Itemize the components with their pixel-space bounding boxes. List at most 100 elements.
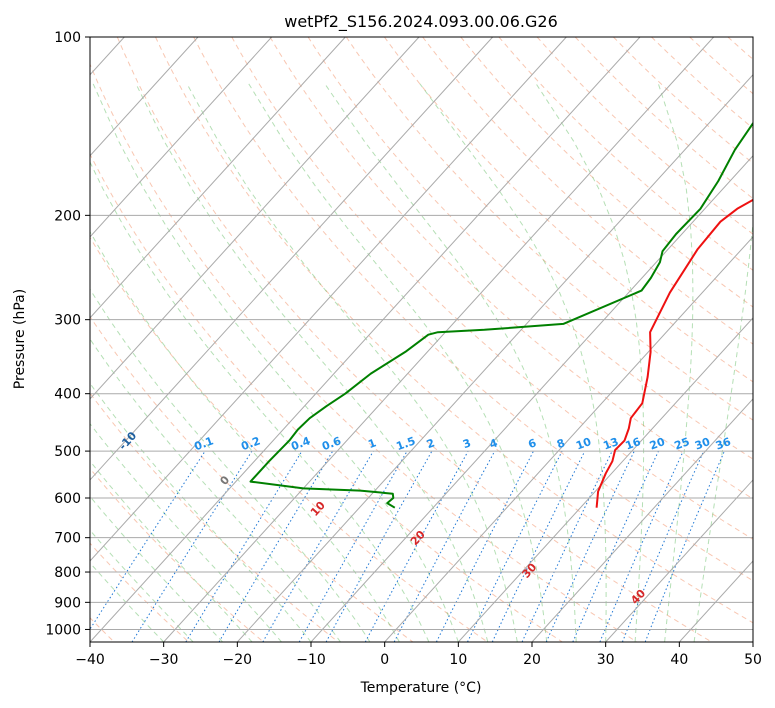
mixing-ratio-lines <box>90 450 725 642</box>
mixing-ratio-label: 6 <box>527 436 539 451</box>
x-tick-label: −30 <box>149 652 179 668</box>
moist-adiabat-line <box>90 230 400 642</box>
dry-adiabat-line <box>90 62 638 642</box>
dry-adiabat-line <box>613 37 753 164</box>
y-tick-label: 300 <box>54 313 81 329</box>
moist-adiabat-line <box>90 460 253 642</box>
temperature-profile-line <box>595 198 753 508</box>
mixing-ratio-label: 25 <box>673 435 692 452</box>
mixing-ratio-label: 0.1 <box>192 434 215 453</box>
isotherm-line <box>90 37 641 642</box>
y-axis-label: Pressure (hPa) <box>12 289 28 389</box>
dry-adiabat-line <box>90 153 563 642</box>
mixing-ratio-label: 4 <box>488 436 500 451</box>
mixing-ratio-label: 0.2 <box>239 434 262 453</box>
mixing-ratio-label: 1.5 <box>395 434 418 453</box>
dry-adiabat-line <box>422 37 753 345</box>
mixing-ratio-label: 10 <box>574 435 593 453</box>
y-tick-label: 1000 <box>45 622 81 638</box>
y-tick-label: 200 <box>54 208 81 224</box>
moist-adiabat-line <box>90 495 223 642</box>
isotherm-line <box>236 74 753 642</box>
dry-adiabats <box>90 37 753 642</box>
isotherm-line <box>163 37 715 642</box>
mixing-ratio-label: 0.4 <box>289 434 312 453</box>
y-tick-label: 700 <box>54 531 81 547</box>
isotherm-line <box>457 317 753 642</box>
x-axis-ticks: −40 −30 −20 −10 0 10 20 30 40 50 <box>75 642 762 668</box>
plot-area: -100-90-80-70-60-50-40-30-20-10010203040… <box>90 37 753 642</box>
plot-frame <box>89 36 754 643</box>
y-tick-label: 100 <box>54 30 81 46</box>
dry-adiabat-line <box>90 315 414 642</box>
isotherm-line <box>90 37 199 157</box>
mixing-ratio-line <box>325 450 433 642</box>
mixing-ratio-label: 8 <box>555 436 567 451</box>
mixing-ratio-line <box>90 450 206 631</box>
isotherm-line <box>384 236 753 642</box>
x-tick-label: 0 <box>380 652 389 668</box>
isotherm-line <box>90 37 420 400</box>
mixing-ratio-line <box>572 450 659 642</box>
dry-adiabat-line <box>269 37 753 500</box>
mixing-ratio-label: 1 <box>366 436 378 451</box>
mixing-ratio-line <box>185 450 303 642</box>
mixing-ratio-line <box>364 450 469 642</box>
dry-adiabat-line <box>90 236 488 642</box>
moist-adiabat-line <box>90 382 312 642</box>
moist-adiabat-line <box>90 338 341 642</box>
moist-adiabat-line <box>90 288 371 642</box>
moist-adiabat-line <box>90 529 194 642</box>
mixing-ratio-label: 20 <box>648 435 667 453</box>
dry-adiabat-line <box>231 37 753 540</box>
moist-adiabat-line <box>90 562 165 642</box>
dry-adiabat-line <box>116 37 712 642</box>
moist-adiabat-line <box>90 161 430 642</box>
moist-adiabat-line <box>186 83 518 642</box>
isobar-grid <box>90 37 753 630</box>
mixing-ratio-label: 30 <box>693 435 712 453</box>
dry-adiabat-line <box>574 37 753 200</box>
x-tick-label: −20 <box>223 652 253 668</box>
dry-adiabat-line <box>460 37 753 308</box>
isotherm-line <box>605 479 753 642</box>
y-axis-ticks: 100 200 300 400 500 600 700 800 900 1000 <box>45 30 90 638</box>
moist-adiabat-line <box>535 83 645 642</box>
x-tick-label: −40 <box>75 652 105 668</box>
x-tick-label: 50 <box>744 652 762 668</box>
profile-series <box>249 121 753 509</box>
mixing-ratio-label: 16 <box>624 435 643 453</box>
dry-adiabat-line <box>345 37 753 421</box>
isotherm-line <box>90 37 273 238</box>
mixing-ratio-line <box>467 450 563 642</box>
dry-adiabat-line <box>383 37 753 383</box>
y-tick-label: 800 <box>54 565 81 581</box>
moist-adiabat-line <box>657 83 694 642</box>
skewed-isotherms <box>90 37 753 642</box>
mixing-ratio-line <box>599 450 684 642</box>
isotherm-line <box>531 398 753 642</box>
moist-adiabat-line <box>324 83 577 642</box>
x-tick-label: 20 <box>523 652 541 668</box>
x-axis-label: Temperature (°C) <box>360 680 482 696</box>
moist-adiabats <box>90 83 753 642</box>
mixing-ratio-line <box>298 450 408 642</box>
x-tick-label: −10 <box>296 652 326 668</box>
dewpoint-profile-line <box>249 121 753 509</box>
x-tick-label: 10 <box>449 652 467 668</box>
dry-adiabat-line <box>193 37 753 582</box>
mixing-ratio-label: 36 <box>714 435 733 453</box>
isotherm-line <box>310 155 753 642</box>
y-tick-label: 900 <box>54 595 81 611</box>
mixing-ratio-line <box>621 450 705 642</box>
mixing-ratio-label: 0.6 <box>320 434 343 453</box>
y-tick-label: 400 <box>54 387 81 403</box>
moist-adiabat-line <box>135 83 489 642</box>
mixing-ratio-label: 3 <box>461 436 473 451</box>
dry-adiabat-line <box>155 37 753 624</box>
isotherm-line <box>90 37 494 481</box>
x-tick-label: 30 <box>597 652 615 668</box>
mixing-ratio-line <box>131 450 253 642</box>
dry-adiabat-line <box>90 467 264 642</box>
